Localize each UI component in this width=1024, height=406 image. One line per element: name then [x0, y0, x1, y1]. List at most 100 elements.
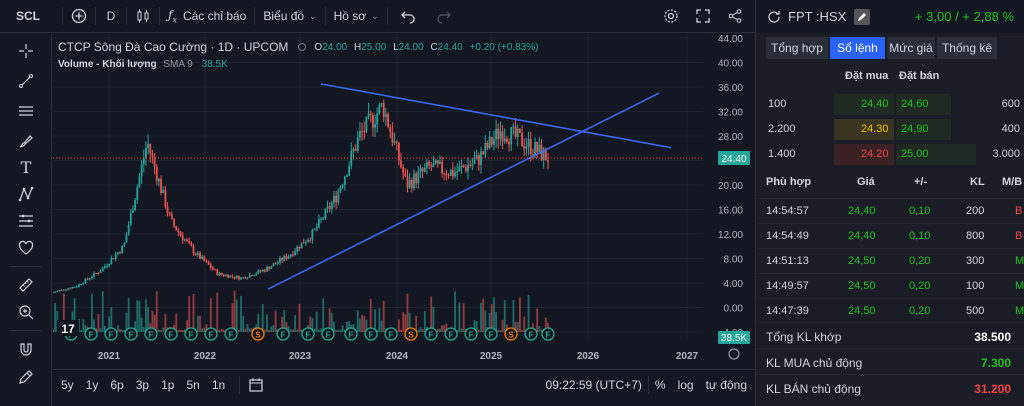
financial-event-icon[interactable]	[224, 327, 238, 341]
range-button-1y[interactable]: 1y	[85, 377, 99, 392]
chart-menu-button[interactable]: Biểu đồ ⌄	[255, 0, 324, 32]
support-trendline[interactable]	[267, 92, 660, 290]
measure-tool[interactable]	[13, 274, 39, 296]
horizontal-lines-tool[interactable]	[13, 100, 39, 122]
refresh-icon[interactable]	[766, 9, 782, 25]
trendline-tool[interactable]	[13, 70, 39, 92]
split-event-icon[interactable]	[251, 327, 265, 341]
zoom-tool[interactable]	[13, 301, 39, 323]
candle-body	[300, 242, 303, 249]
financial-event-icon[interactable]	[424, 327, 438, 341]
volume-bar	[313, 328, 316, 332]
divider	[62, 7, 63, 25]
financial-event-icon[interactable]	[524, 327, 538, 341]
range-button-1p[interactable]: 1p	[161, 377, 175, 392]
goto-date-button[interactable]	[248, 377, 264, 393]
split-event-icon[interactable]	[404, 327, 418, 341]
edit-symbol-button[interactable]	[854, 8, 871, 25]
quote-symbol[interactable]: FPT :HSX	[788, 9, 847, 24]
indicators-button[interactable]: ƒx Các chỉ báo	[160, 0, 254, 32]
volume-bar	[369, 298, 372, 332]
financial-event-icon[interactable]	[301, 327, 315, 341]
prediction-tool[interactable]	[13, 210, 39, 232]
range-button-3p[interactable]: 3p	[135, 377, 150, 392]
forecast-icon	[19, 214, 33, 227]
volume-legend: Volume - Khối lượng SMA 9 38.5K	[58, 59, 228, 70]
undo-button[interactable]	[388, 0, 428, 32]
resistance-trendline[interactable]	[320, 83, 672, 149]
auto-toggle[interactable]: tự động	[705, 377, 747, 392]
bid-price: 24.20	[861, 148, 889, 160]
share-button[interactable]	[719, 0, 755, 32]
log-toggle[interactable]: log	[677, 377, 694, 392]
financial-event-icon[interactable]	[184, 327, 198, 341]
candle-body	[164, 189, 167, 208]
interval-button[interactable]: D	[106, 9, 116, 23]
financial-event-icon[interactable]	[484, 327, 498, 341]
financial-event-icon[interactable]	[364, 327, 378, 341]
financial-event-icon[interactable]	[444, 327, 458, 341]
price-chart[interactable]: 44.00 40.00 36.00 32.00 28.00 24.00 20.00 16.00…	[53, 34, 755, 369]
volume-bar	[108, 316, 111, 332]
volume-bar	[116, 325, 119, 332]
financial-event-icon[interactable]	[384, 327, 398, 341]
range-button-5y[interactable]: 5y	[61, 377, 74, 392]
candle-body	[410, 179, 413, 189]
volume-bar	[93, 319, 95, 332]
financial-event-icon[interactable]	[276, 327, 290, 341]
clock[interactable]: 09:22:59 (UTC+7)	[545, 377, 642, 392]
volume-bar	[237, 329, 240, 332]
candle-body	[404, 173, 407, 177]
candle-body	[497, 128, 500, 139]
range-button-5n[interactable]: 5n	[186, 377, 200, 392]
crosshair-tool[interactable]	[13, 40, 39, 62]
financial-event-icon[interactable]	[124, 327, 138, 341]
chart-pane[interactable]: 44.00 40.00 36.00 32.00 28.00 24.00 20.00 16.00…	[53, 34, 755, 406]
settings-button[interactable]	[655, 0, 687, 32]
split-event-icon[interactable]	[504, 327, 518, 341]
financial-event-icon[interactable]	[464, 327, 478, 341]
brush-tool[interactable]	[13, 130, 39, 152]
volume-bar	[240, 295, 242, 332]
lock-tool[interactable]	[13, 366, 39, 388]
financial-event-icon[interactable]	[164, 327, 178, 341]
trade-side: M	[1015, 255, 1024, 267]
candle-body	[542, 149, 545, 161]
range-button-6p[interactable]: 6p	[110, 377, 124, 392]
volume-bar	[333, 321, 335, 332]
candle-body	[423, 167, 426, 172]
financial-event-icon[interactable]	[321, 327, 335, 341]
visibility-dot-icon[interactable]	[298, 43, 307, 51]
symbol-search[interactable]: SCL	[16, 9, 40, 23]
tab-0[interactable]: Tổng hợp	[766, 37, 828, 59]
financial-event-icon[interactable]	[84, 327, 98, 341]
tab-2[interactable]: Mức giá	[887, 37, 935, 59]
financial-event-icon[interactable]	[204, 327, 218, 341]
chart-type-button[interactable]	[127, 0, 159, 32]
fullscreen-button[interactable]	[687, 0, 719, 32]
redo-button[interactable]	[428, 0, 460, 32]
financial-event-icon[interactable]	[104, 327, 118, 341]
financial-event-icon[interactable]	[344, 327, 358, 341]
favorites-tool[interactable]	[13, 237, 39, 259]
tab-3[interactable]: Thống kê	[937, 37, 997, 59]
candle-body	[95, 273, 98, 275]
volume-bar	[458, 302, 461, 332]
pattern-tool[interactable]	[13, 183, 39, 205]
financial-event-icon[interactable]	[144, 327, 158, 341]
range-button-1n[interactable]: 1n	[211, 377, 226, 392]
text-tool[interactable]: T	[13, 156, 39, 178]
candles-icon	[137, 9, 149, 23]
trades-vol-header: KL	[970, 176, 985, 188]
tab-1[interactable]: Sổ lệnh	[830, 37, 885, 59]
profile-menu-button[interactable]: Hồ sơ ⌄	[326, 0, 387, 32]
axis-settings-icon[interactable]	[728, 348, 740, 360]
candle-body	[516, 128, 519, 137]
candle-body	[445, 173, 448, 176]
total-row: KL MUA chủ động 7.300	[756, 348, 1024, 374]
percent-toggle[interactable]: %	[654, 377, 666, 392]
magnet-tool[interactable]	[13, 339, 39, 361]
candle-body	[460, 165, 463, 167]
financial-event-icon[interactable]	[541, 327, 555, 341]
compare-button[interactable]	[63, 0, 95, 32]
